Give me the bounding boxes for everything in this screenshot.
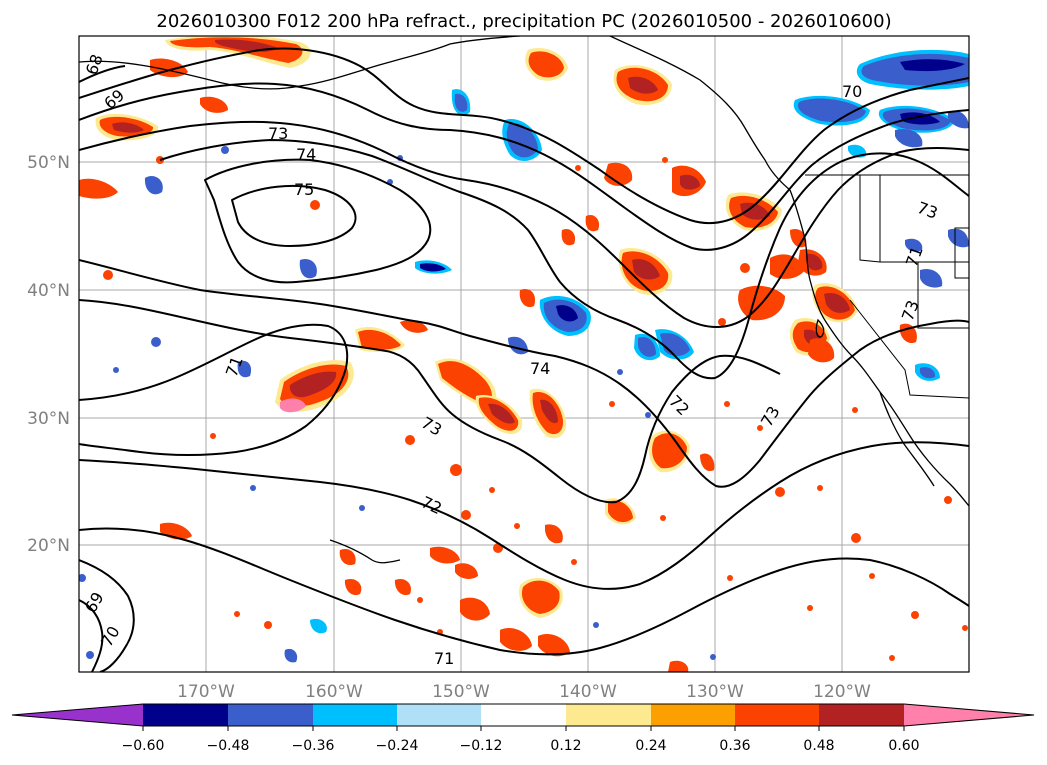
contour-74-closed bbox=[204, 158, 432, 284]
contour-71-closed bbox=[79, 323, 349, 456]
colorbar-tick-label: −0.24 bbox=[376, 738, 419, 754]
contour-71 bbox=[79, 82, 969, 251]
colorbar-segment bbox=[481, 704, 566, 726]
precip-central bbox=[435, 48, 633, 439]
colorbar-tick-label: 0.48 bbox=[803, 738, 834, 754]
precip-south bbox=[160, 453, 715, 672]
colorbar-ticks bbox=[142, 726, 905, 731]
alaska-panhandle-coast bbox=[609, 36, 791, 191]
lat-tick-labels: 50°N 40°N 30°N 20°N bbox=[27, 153, 70, 556]
precip-scattered-dots bbox=[79, 146, 968, 661]
colorbar-tick-label: 0.36 bbox=[719, 738, 750, 754]
colorbar-segment bbox=[566, 704, 651, 726]
border-co-box bbox=[954, 227, 969, 279]
colorbar-tick-label: −0.48 bbox=[207, 738, 250, 754]
contour-72 bbox=[79, 120, 969, 328]
contour-73 bbox=[159, 139, 969, 380]
lon-tick-label: 160°W bbox=[305, 682, 363, 702]
political-borders bbox=[805, 174, 969, 399]
baja-california-coast bbox=[879, 391, 935, 487]
colorbar-segment bbox=[143, 704, 228, 726]
border-nv-ut bbox=[879, 175, 969, 263]
precip-east bbox=[613, 65, 969, 473]
colorbar-tick-label: 0.60 bbox=[888, 738, 919, 754]
contour-73c bbox=[79, 527, 969, 656]
lat-tick-label: 40°N bbox=[27, 281, 70, 301]
precipitation-shading bbox=[79, 36, 969, 672]
lon-tick-label: 170°W bbox=[177, 682, 235, 702]
lon-tick-label: 120°W bbox=[813, 682, 871, 702]
colorbar: −0.60 −0.48 −0.36 −0.24 −0.12 0.12 0.24 … bbox=[11, 703, 1035, 754]
contour-75-closed bbox=[231, 184, 357, 247]
precip-central-west bbox=[237, 258, 452, 413]
gridlines bbox=[79, 36, 969, 672]
lon-tick-label: 140°W bbox=[559, 682, 617, 702]
lat-tick-label: 30°N bbox=[27, 409, 70, 429]
colorbar-extend-low bbox=[12, 704, 143, 726]
hawaiian-islands bbox=[329, 539, 401, 564]
colorbar-extend-high bbox=[904, 704, 1034, 726]
contour-69 bbox=[79, 559, 135, 672]
lon-tick-label: 130°W bbox=[686, 682, 744, 702]
us-mexico-border bbox=[849, 299, 969, 399]
colorbar-tick-labels: −0.60 −0.48 −0.36 −0.24 −0.12 0.12 0.24 … bbox=[122, 738, 920, 754]
border-or-id bbox=[859, 175, 881, 263]
contour-73b bbox=[79, 259, 969, 488]
lon-tick-labels: 170°W 160°W 150°W 140°W 130°W 120°W bbox=[177, 682, 871, 702]
contour-74 bbox=[79, 299, 781, 504]
contour-label: 74 bbox=[296, 145, 316, 164]
contour-label: 71 bbox=[434, 649, 454, 668]
contour-label: 74 bbox=[530, 359, 550, 378]
colorbar-tick-label: −0.36 bbox=[292, 738, 335, 754]
contour-70 bbox=[79, 47, 969, 225]
colorbar-segment bbox=[397, 704, 481, 726]
alaska-aleutian-coast bbox=[79, 36, 521, 90]
contour-70b bbox=[79, 599, 104, 672]
lon-tick-label: 150°W bbox=[432, 682, 490, 702]
lat-tick-label: 50°N bbox=[27, 153, 70, 173]
colorbar-segment bbox=[651, 704, 735, 726]
map-panel: 68 69 73 74 75 70 71 73 73 71 74 72 73 7… bbox=[78, 35, 970, 673]
colorbar-segment bbox=[819, 704, 904, 726]
contour-label: 73 bbox=[268, 124, 288, 143]
colorbar-segment bbox=[313, 704, 397, 726]
colorbar-segment bbox=[735, 704, 819, 726]
contour-68 bbox=[79, 65, 126, 83]
colorbar-tick-label: 0.24 bbox=[635, 738, 666, 754]
map-frame bbox=[78, 35, 970, 673]
colorbar-segment bbox=[228, 704, 313, 726]
contour-label: 70 bbox=[842, 82, 862, 101]
contour-label: 75 bbox=[294, 180, 314, 199]
lat-tick-label: 20°N bbox=[27, 536, 70, 556]
colorbar-tick-label: −0.60 bbox=[122, 738, 165, 754]
figure-title: 2026010300 F012 200 hPa refract., precip… bbox=[156, 11, 891, 32]
channel-islands bbox=[815, 318, 825, 338]
contour-72b bbox=[79, 441, 969, 590]
precip-top-right bbox=[793, 49, 969, 158]
colorbar-tick-label: 0.12 bbox=[550, 738, 581, 754]
border-az bbox=[917, 262, 969, 329]
refractivity-contours bbox=[79, 47, 969, 672]
colorbar-tick-label: −0.12 bbox=[460, 738, 503, 754]
